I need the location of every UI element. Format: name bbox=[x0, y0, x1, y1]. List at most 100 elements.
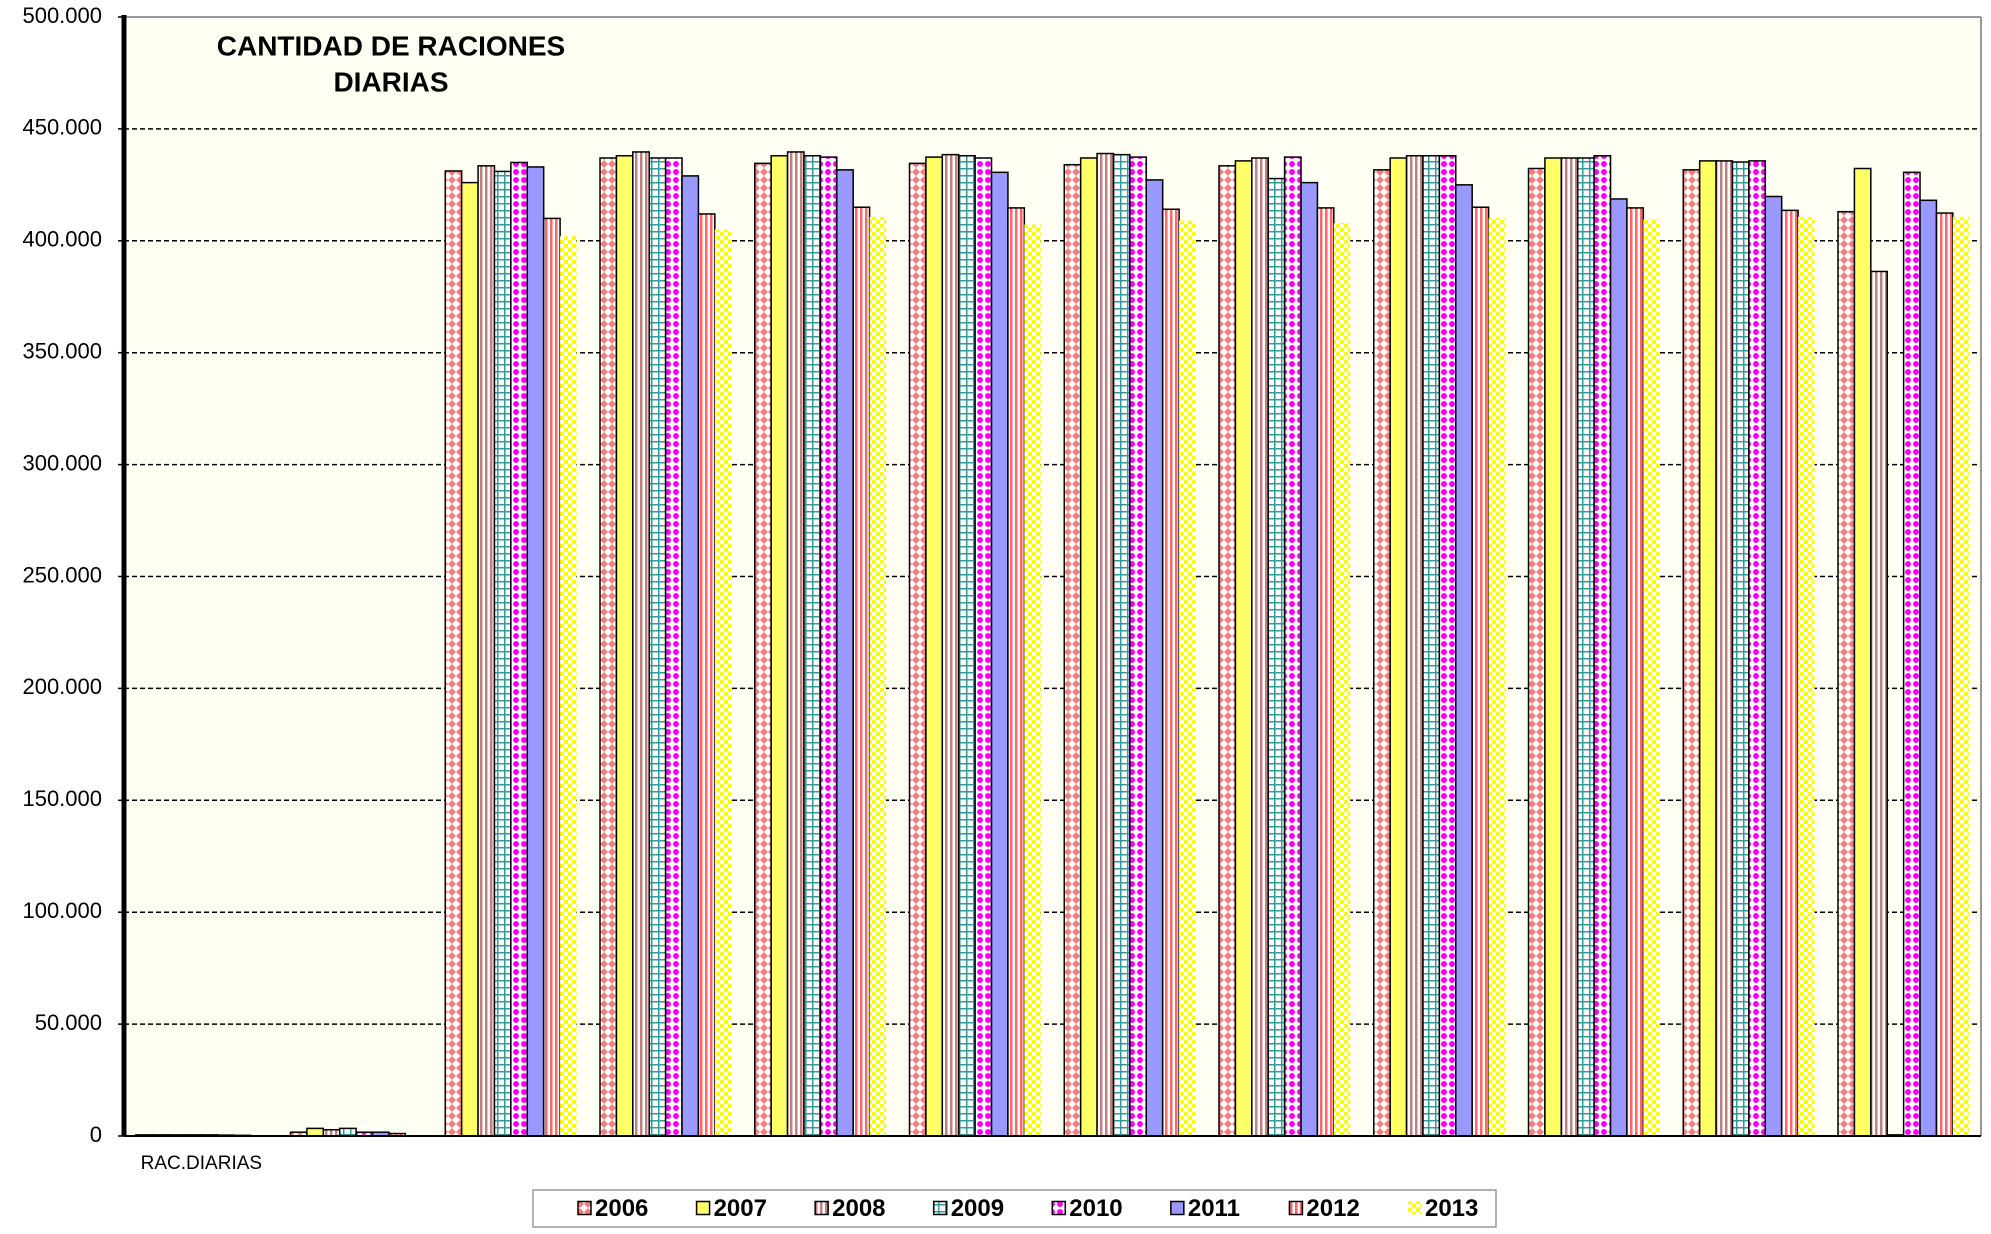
bar bbox=[1576, 157, 1595, 1137]
bar bbox=[1333, 223, 1351, 1136]
legend-label: 2008 bbox=[832, 1195, 885, 1222]
legend-swatch bbox=[814, 1200, 829, 1216]
bar bbox=[681, 175, 700, 1137]
legend-box bbox=[532, 1189, 1497, 1228]
bar bbox=[714, 229, 732, 1137]
bar bbox=[1626, 207, 1645, 1137]
bar bbox=[1870, 270, 1888, 1137]
bar bbox=[803, 155, 822, 1137]
bar bbox=[1715, 160, 1734, 1137]
legend-swatch bbox=[1407, 1201, 1421, 1215]
bar bbox=[477, 165, 496, 1137]
bar bbox=[542, 217, 561, 1137]
bar bbox=[1096, 152, 1115, 1137]
bar bbox=[1218, 165, 1237, 1137]
x-tick-label: RAC.DIARIAS bbox=[141, 1153, 262, 1174]
bar bbox=[460, 181, 479, 1137]
y-tick-label: 50.000 bbox=[35, 1010, 102, 1035]
bar bbox=[1952, 216, 1970, 1136]
bar bbox=[1267, 177, 1286, 1137]
bar bbox=[599, 157, 618, 1137]
bar bbox=[1007, 207, 1026, 1137]
bar bbox=[1764, 195, 1783, 1137]
bar bbox=[1643, 219, 1660, 1137]
bar bbox=[786, 151, 805, 1137]
bar bbox=[1853, 167, 1872, 1137]
bar bbox=[697, 213, 716, 1137]
y-tick-label: 100.000 bbox=[22, 898, 102, 923]
bar bbox=[338, 1127, 357, 1137]
y-tick-label: 150.000 bbox=[22, 786, 102, 811]
y-tick-label: 450.000 bbox=[22, 115, 102, 140]
bar bbox=[632, 151, 650, 1137]
bar bbox=[1129, 156, 1148, 1137]
bar bbox=[1560, 157, 1579, 1137]
y-tick-label: 250.000 bbox=[22, 562, 102, 587]
bar bbox=[1112, 153, 1131, 1137]
bar bbox=[1405, 155, 1424, 1137]
chart-title: DIARIAS bbox=[333, 66, 448, 97]
y-tick-label: 350.000 bbox=[22, 339, 102, 364]
bar bbox=[1373, 169, 1391, 1137]
bar bbox=[1422, 155, 1441, 1137]
bar bbox=[1145, 179, 1164, 1137]
bar bbox=[560, 236, 577, 1137]
bar bbox=[1935, 212, 1954, 1137]
bar bbox=[1179, 220, 1196, 1136]
bar bbox=[990, 171, 1009, 1137]
bar bbox=[1079, 157, 1098, 1137]
bar bbox=[615, 155, 634, 1137]
bar bbox=[1283, 156, 1302, 1137]
legend-label: 2012 bbox=[1306, 1195, 1359, 1222]
bar bbox=[1527, 167, 1546, 1137]
bar bbox=[1731, 161, 1750, 1137]
bar bbox=[526, 166, 545, 1137]
bar bbox=[1316, 207, 1335, 1137]
bar bbox=[869, 216, 886, 1136]
bar bbox=[1471, 206, 1490, 1137]
bar bbox=[908, 162, 927, 1137]
legend-swatch bbox=[577, 1200, 592, 1216]
y-tick-label: 500.000 bbox=[22, 3, 102, 28]
bar bbox=[1593, 155, 1612, 1137]
bar bbox=[1024, 224, 1041, 1137]
legend-swatch bbox=[1051, 1200, 1067, 1216]
bar bbox=[306, 1127, 325, 1137]
y-tick-label: 200.000 bbox=[22, 674, 102, 699]
bar bbox=[664, 157, 683, 1137]
y-tick-label: 300.000 bbox=[22, 450, 102, 475]
legend-swatch bbox=[1170, 1200, 1185, 1216]
bar bbox=[648, 157, 667, 1137]
legend-swatch bbox=[932, 1200, 948, 1216]
legend-label: 2010 bbox=[1069, 1195, 1122, 1222]
bar bbox=[1780, 209, 1799, 1137]
legend-label: 2011 bbox=[1188, 1195, 1240, 1222]
bar bbox=[1063, 163, 1082, 1137]
bar bbox=[941, 153, 960, 1137]
bar bbox=[1300, 181, 1319, 1137]
bar bbox=[1798, 216, 1815, 1136]
y-tick-label: 400.000 bbox=[22, 227, 102, 252]
bar bbox=[819, 156, 838, 1137]
bar bbox=[1919, 199, 1938, 1137]
bar bbox=[1161, 208, 1180, 1137]
bar bbox=[1389, 157, 1408, 1137]
bar bbox=[444, 170, 463, 1137]
legend-swatch bbox=[695, 1200, 711, 1216]
y-tick-label: 0 bbox=[90, 1122, 102, 1147]
bar bbox=[770, 155, 789, 1137]
bar bbox=[836, 169, 854, 1137]
bar bbox=[493, 170, 512, 1137]
bar bbox=[1438, 155, 1457, 1137]
bar bbox=[1251, 157, 1269, 1137]
chart-title: CANTIDAD DE RACIONES bbox=[217, 30, 565, 61]
bar bbox=[852, 206, 871, 1137]
bar bbox=[957, 155, 976, 1137]
legend-label: 2013 bbox=[1425, 1195, 1478, 1222]
bar bbox=[1748, 160, 1767, 1137]
bar bbox=[1837, 210, 1856, 1137]
bar bbox=[1488, 218, 1505, 1137]
bar bbox=[1609, 198, 1628, 1137]
legend-label: 2006 bbox=[595, 1195, 648, 1222]
